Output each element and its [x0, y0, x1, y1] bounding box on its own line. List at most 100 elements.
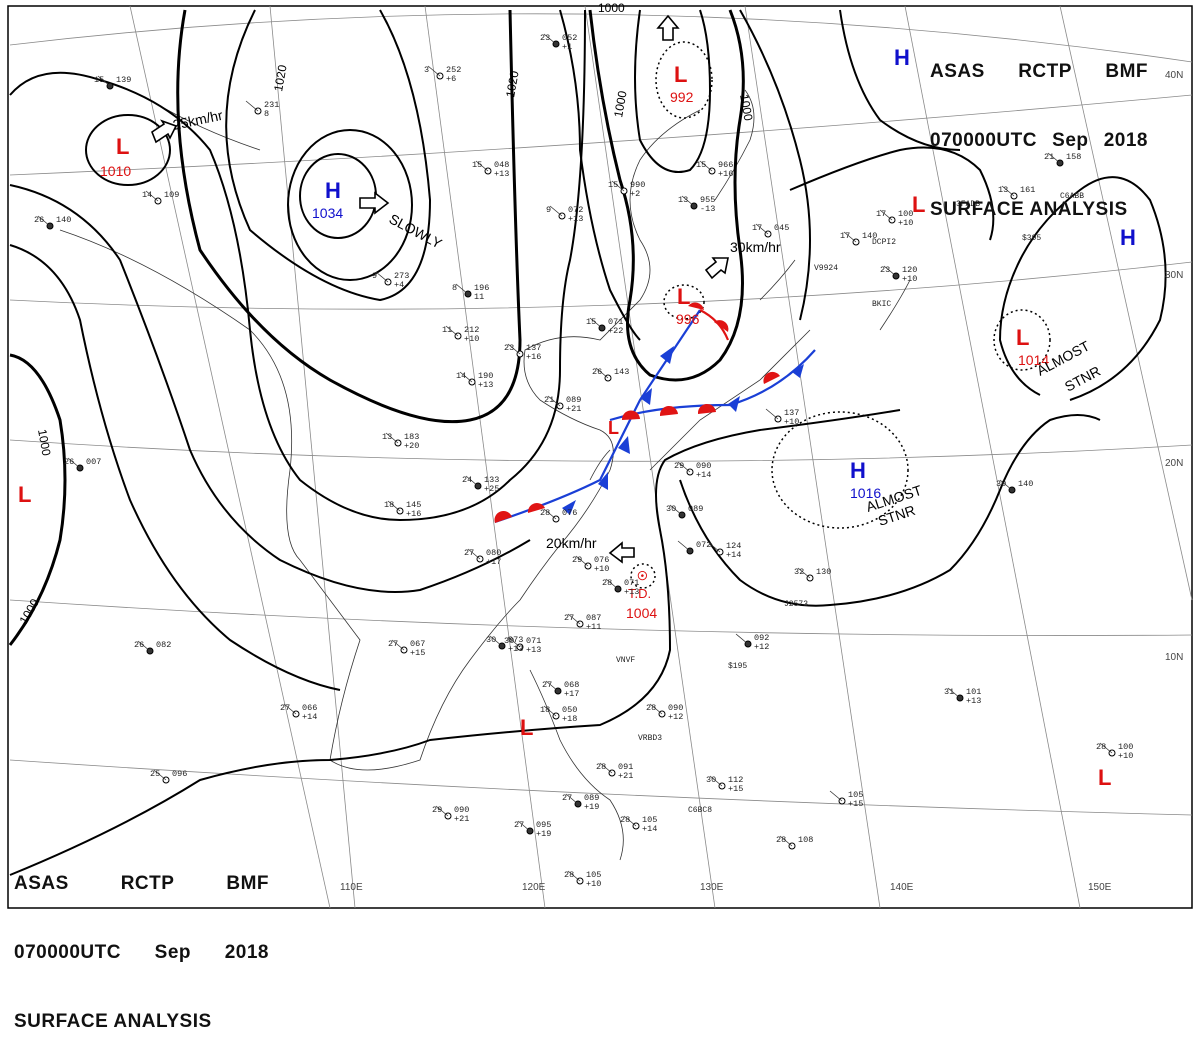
- station-pressure: 050: [562, 705, 577, 715]
- station-temperature: 15: [608, 180, 618, 190]
- station-tendency: 8: [264, 109, 269, 119]
- wind-barb: [575, 555, 589, 567]
- wind-barb: [669, 504, 683, 516]
- station-pressure: 080: [486, 548, 501, 558]
- header-station: RCTP: [1018, 61, 1072, 82]
- wind-barb: [445, 325, 459, 337]
- wind-barb: [543, 33, 557, 45]
- wind-barb: [999, 479, 1013, 491]
- isobar-label: 1000: [35, 428, 53, 457]
- wind-barb: [765, 408, 779, 420]
- high-symbol: H: [850, 458, 866, 483]
- latitude-label: 10N: [1165, 652, 1183, 663]
- warm-front-semicircle: [621, 410, 640, 420]
- longitude-label: 130E: [700, 882, 724, 893]
- station-pressure: 096: [172, 769, 187, 779]
- station-pressure: 143: [614, 367, 629, 377]
- wind-barb: [467, 548, 481, 560]
- station-tendency: +1: [562, 42, 572, 52]
- td-label: T.D.: [628, 586, 651, 601]
- frontal-systems: [494, 302, 816, 524]
- isobar-lines: [8, 9, 1167, 876]
- station-temperature: 27: [464, 548, 474, 558]
- station-tendency: +13: [508, 644, 523, 654]
- longitude-label: 150E: [1088, 882, 1112, 893]
- station-temperature: 23: [540, 33, 550, 43]
- station-temperature: 27: [564, 613, 574, 623]
- latitude-label: 20N: [1165, 458, 1183, 469]
- station-pressure: 105: [848, 790, 863, 800]
- header-agency: ASAS: [930, 61, 985, 82]
- motion-speed-label: 20km/hr: [546, 535, 597, 551]
- pressure-value: 1034: [312, 205, 343, 221]
- station-markers: [37, 33, 1116, 885]
- header-year: 2018: [224, 942, 269, 963]
- ship-callsign: DCPI2: [872, 238, 896, 247]
- station-pressure: 109: [164, 190, 179, 200]
- wind-barb: [677, 461, 691, 473]
- wind-barb: [565, 793, 579, 805]
- station-temperature: 27: [280, 703, 290, 713]
- ship-callsign: V9924: [814, 264, 838, 273]
- wind-barb: [599, 762, 613, 774]
- station-pressure: 231: [264, 100, 279, 110]
- wind-barb: [245, 100, 259, 112]
- wind-barb: [947, 687, 961, 699]
- wind-barb: [145, 190, 159, 202]
- station-temperature: 30: [996, 479, 1006, 489]
- station-pressure: 145: [406, 500, 421, 510]
- station-pressure: 082: [156, 640, 171, 650]
- wind-barb: [97, 75, 111, 87]
- station-tendency: +13: [966, 696, 981, 706]
- station-temperature: 30: [486, 635, 496, 645]
- longitude-label: 120E: [522, 882, 546, 893]
- wind-barb: [455, 283, 469, 295]
- station-pressure: 076: [594, 555, 609, 565]
- station-temperature: 26: [592, 367, 602, 377]
- wind-barb: [549, 205, 563, 217]
- station-temperature: 28: [602, 578, 612, 588]
- station-tendency: +13: [478, 380, 493, 390]
- station-temperature: 26: [64, 457, 74, 467]
- warm-front-semicircle: [494, 510, 512, 523]
- ship-callsign: $195: [728, 662, 747, 671]
- station-temperature: 30: [706, 775, 716, 785]
- ship-callsign: C6BC8: [688, 806, 712, 815]
- latitude-label: 30N: [1165, 270, 1183, 281]
- wind-barb: [755, 223, 769, 235]
- station-pressure: 212: [464, 325, 479, 335]
- isobar-label: 1000: [611, 89, 629, 118]
- pressure-value: 1004: [626, 605, 657, 621]
- station-pressure: 089: [566, 395, 581, 405]
- wind-barb: [567, 870, 581, 882]
- station-tendency: +10: [594, 564, 609, 574]
- cold-front-triangle: [640, 388, 652, 405]
- station-temperature: 13: [678, 195, 688, 205]
- station-tendency: +12: [754, 642, 769, 652]
- station-tendency: +10: [902, 274, 917, 284]
- station-pressure: 120: [902, 265, 917, 275]
- wind-barb: [435, 805, 449, 817]
- station-tendency: +21: [618, 771, 633, 781]
- station-pressure: 089: [688, 504, 703, 514]
- header-year: 2018: [1103, 130, 1148, 151]
- station-temperature: 15: [586, 317, 596, 327]
- wind-barb: [507, 343, 521, 355]
- station-pressure: 990: [630, 180, 645, 190]
- station-tendency: +10: [464, 334, 479, 344]
- warm-front-semicircle: [697, 403, 716, 414]
- station-pressure: 095: [536, 820, 551, 830]
- station-temperature: 23: [504, 343, 514, 353]
- dotted-isobars: [630, 41, 1051, 589]
- station-temperature: 28: [620, 815, 630, 825]
- station-tendency: +18: [562, 714, 577, 724]
- station-temperature: 28: [540, 508, 550, 518]
- warm-front-semicircle: [763, 371, 780, 384]
- station-temperature: 28: [564, 870, 574, 880]
- station-tendency: +14: [302, 712, 317, 722]
- motion-arrow: [704, 257, 729, 280]
- station-temperature: 27: [562, 793, 572, 803]
- station-tendency: +16: [406, 509, 421, 519]
- low-symbol: L: [116, 134, 129, 159]
- station-temperature: 24: [462, 475, 472, 485]
